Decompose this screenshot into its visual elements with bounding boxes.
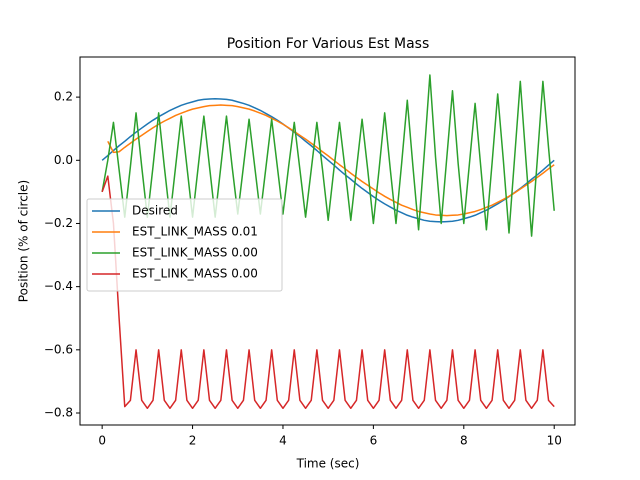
line-series: [107, 104, 555, 217]
x-tick-label: 4: [279, 434, 287, 448]
line-series: [101, 74, 555, 237]
y-tick-label: −0.2: [44, 216, 73, 230]
legend-box: [86, 198, 283, 292]
y-tick-label: −0.4: [44, 279, 73, 293]
legend-label: EST_LINK_MASS 0.00: [132, 267, 258, 281]
y-axis-label: Position (% of circle): [17, 180, 31, 302]
legend-label: EST_LINK_MASS 0.00: [132, 246, 258, 260]
x-tick-label: 0: [98, 434, 106, 448]
line-series: [101, 97, 555, 223]
line-series: [101, 175, 555, 410]
x-tick-label: 2: [189, 434, 197, 448]
y-tick-label: −0.8: [44, 405, 73, 419]
x-tick-label: 10: [547, 434, 562, 448]
chart-title: Position For Various Est Mass: [227, 36, 430, 52]
y-tick-label: 0.0: [54, 153, 73, 167]
x-tick-label: 8: [460, 434, 468, 448]
x-tick-label: 6: [370, 434, 378, 448]
plot-frame: [79, 56, 576, 426]
legend-label: Desired: [132, 204, 178, 218]
x-axis-label: Time (sec): [296, 457, 360, 471]
legend-label: EST_LINK_MASS 0.01: [132, 225, 258, 239]
y-tick-label: 0.2: [54, 90, 73, 104]
y-tick-label: −0.6: [44, 342, 73, 356]
